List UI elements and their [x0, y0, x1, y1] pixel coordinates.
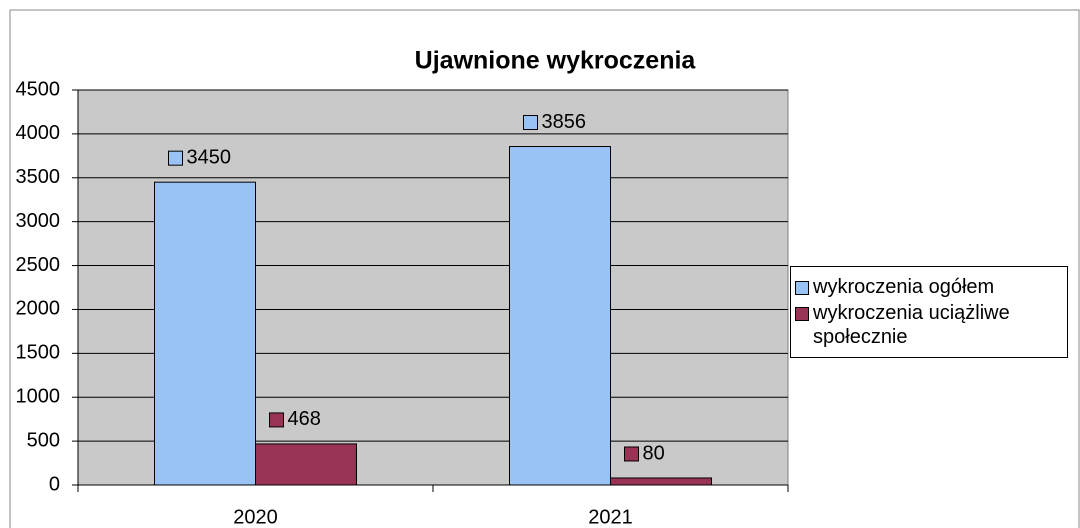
legend-label: wykroczenia uciążliwe społecznie	[813, 302, 1010, 348]
y-tick-label: 1000	[16, 386, 61, 408]
data-label: 468	[288, 408, 321, 430]
y-tick-label: 2000	[16, 298, 61, 320]
data-label-key	[269, 412, 284, 428]
x-tick-label: 2020	[233, 506, 278, 528]
chart-border	[9, 9, 1080, 528]
y-tick-label: 4500	[16, 78, 61, 100]
bar	[610, 477, 712, 486]
y-tick-label: 500	[27, 429, 60, 451]
data-label-key	[523, 115, 538, 131]
y-tick-label: 3000	[16, 210, 61, 232]
legend-item: wykroczenia ogółem	[795, 275, 1063, 299]
y-tick-label: 1500	[16, 342, 61, 364]
legend-swatch	[795, 307, 809, 321]
bar	[154, 181, 256, 486]
bar	[509, 146, 611, 486]
y-tick-label: 3500	[16, 166, 61, 188]
y-tick-label: 2500	[16, 254, 61, 276]
legend: wykroczenia ogółem wykroczenia uciążliwe …	[790, 266, 1068, 358]
data-label: 80	[643, 442, 665, 464]
legend-item: wykroczenia uciążliwe społecznie	[795, 301, 1063, 349]
data-label-key	[624, 446, 639, 462]
data-label: 3450	[187, 146, 232, 168]
x-tick-label: 2021	[588, 506, 633, 528]
legend-label: wykroczenia ogółem	[813, 276, 995, 298]
bar	[255, 443, 357, 486]
data-label: 3856	[542, 111, 587, 133]
y-tick-label: 0	[49, 473, 60, 495]
y-tick-label: 4000	[16, 122, 61, 144]
data-label-key	[168, 150, 183, 166]
legend-swatch	[795, 281, 809, 295]
chart-title: Ujawnione wykroczenia	[415, 47, 697, 75]
